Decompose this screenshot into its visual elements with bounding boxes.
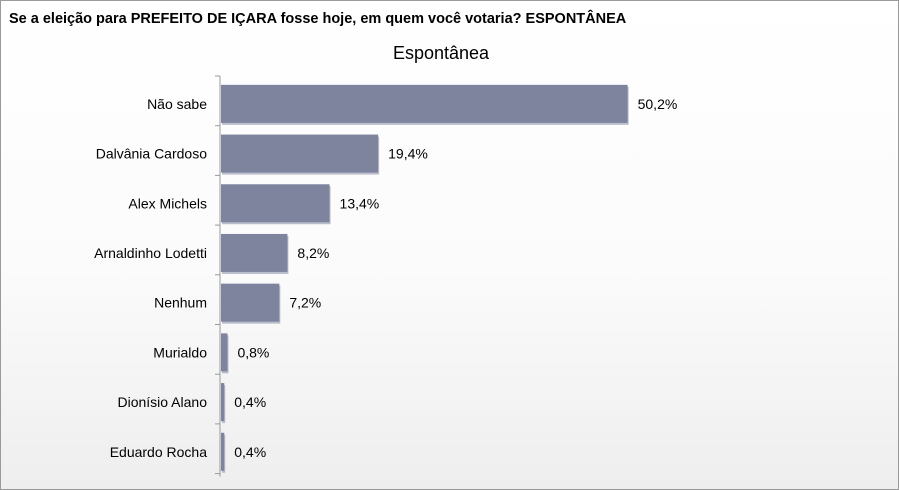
data-label: 7,2% (289, 295, 321, 311)
category-label: Murialdo (153, 344, 207, 360)
data-label: 13,4% (340, 195, 380, 211)
category-label: Dionísio Alano (117, 394, 207, 410)
bar (221, 333, 228, 372)
bar (221, 383, 225, 422)
chart-title: Espontânea (392, 43, 490, 63)
data-label: 8,2% (297, 245, 329, 261)
bar (221, 432, 225, 471)
category-label: Eduardo Rocha (110, 444, 208, 460)
question-title: Se a eleição para PREFEITO DE IÇARA foss… (9, 11, 627, 27)
category-label: Alex Michels (128, 195, 207, 211)
bar (221, 184, 330, 223)
data-label: 0,4% (234, 444, 266, 460)
bar (221, 283, 280, 322)
category-label: Não sabe (147, 96, 207, 112)
data-label: 19,4% (388, 146, 428, 162)
data-label: 0,4% (234, 394, 266, 410)
category-label: Dalvânia Cardoso (96, 146, 207, 162)
category-label: Arnaldinho Lodetti (94, 245, 207, 261)
bar (221, 134, 379, 173)
data-label: 0,8% (237, 344, 269, 360)
category-label: Nenhum (154, 295, 207, 311)
bar (221, 233, 288, 272)
data-label: 50,2% (638, 96, 678, 112)
bar (221, 84, 628, 123)
